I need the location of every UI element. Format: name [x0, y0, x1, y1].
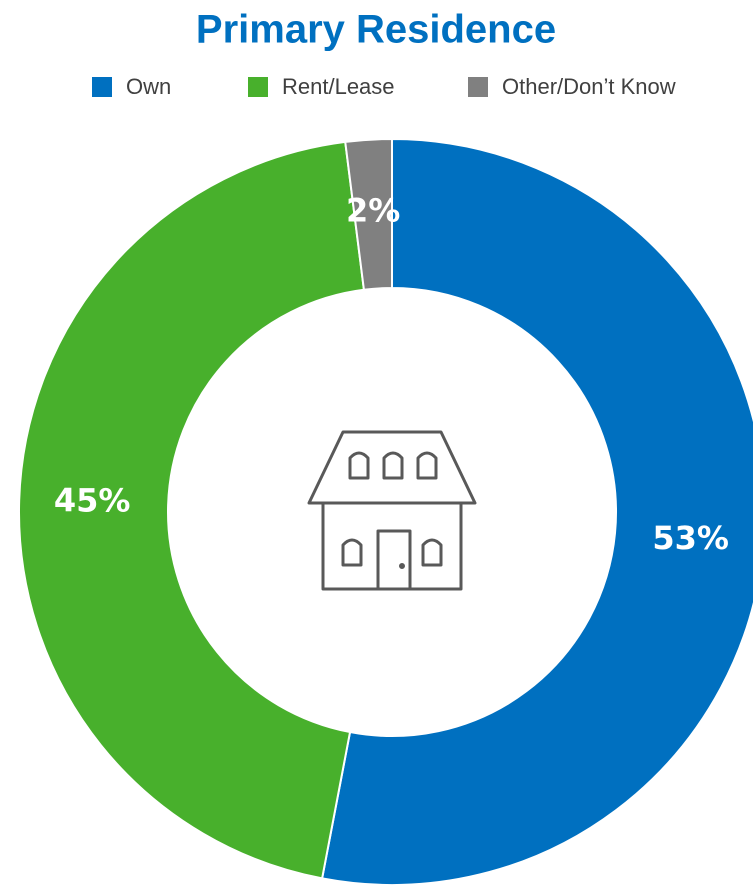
window [416, 451, 438, 480]
door-knob [399, 563, 405, 569]
value-label: 2% [346, 192, 400, 230]
slice [18, 140, 366, 880]
window [341, 538, 363, 567]
legend: Own Rent/Lease Other/Don’t Know [92, 74, 676, 99]
window [348, 451, 370, 480]
roof [307, 430, 477, 505]
legend-label: Other/Don’t Know [502, 74, 676, 99]
house-icon [307, 430, 477, 591]
slice [320, 137, 753, 886]
window [421, 538, 443, 567]
donut [18, 137, 753, 886]
legend-label: Rent/Lease [282, 74, 395, 99]
window [382, 451, 404, 480]
value-label: 53% [652, 519, 729, 557]
chart-title: Primary Residence [196, 8, 556, 52]
legend-swatch [92, 77, 112, 97]
walls [321, 503, 463, 591]
slice [344, 137, 393, 291]
value-label: 45% [54, 482, 131, 520]
legend-label: Own [126, 74, 171, 99]
legend-swatch [468, 77, 488, 97]
value-labels: 53% 45% 2% [54, 192, 729, 558]
door [376, 529, 412, 589]
legend-swatch [248, 77, 268, 97]
